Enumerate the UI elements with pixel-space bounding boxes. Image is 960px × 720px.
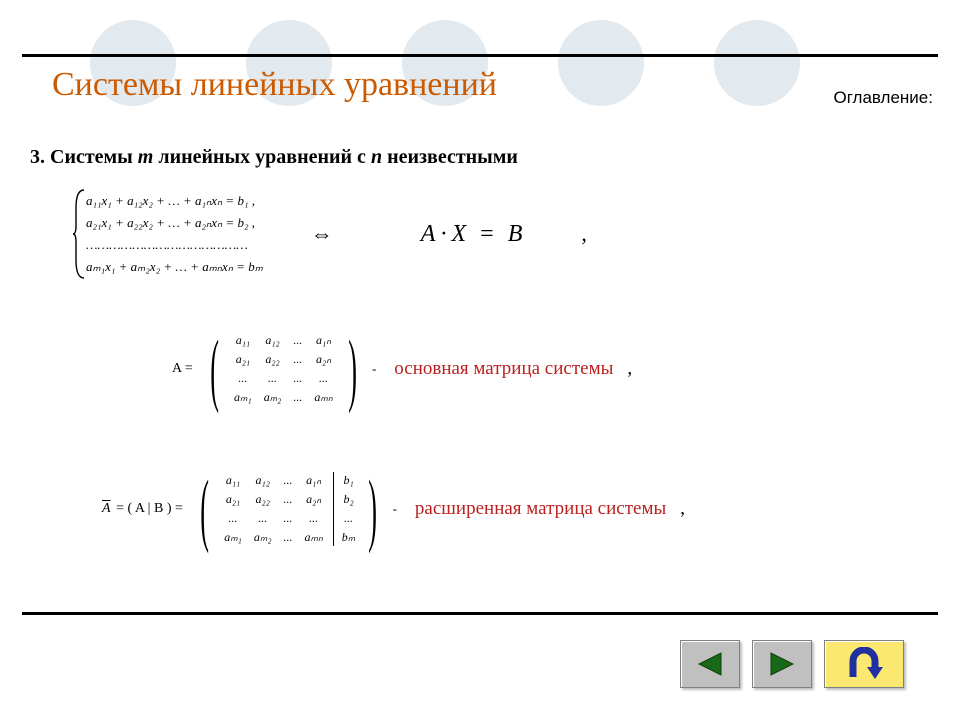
paren-right-icon: ) (369, 468, 378, 550)
matrix-A-body: ( a₁₁a₁₂...a₁ₙ a₂₁a₂₂...a₂ₙ ............… (201, 328, 366, 410)
section-var-n: n (371, 146, 382, 168)
matrix-equation: A·X = B (421, 221, 524, 248)
matrix-eq-equal: = (474, 221, 501, 247)
matrix-eq-X: X (451, 221, 467, 247)
prev-button[interactable] (680, 640, 740, 688)
equation-row-dots: …………………………………… (86, 234, 263, 256)
matrix-A-lhs: A = (172, 361, 193, 377)
augmented-matrix-comma: , (680, 498, 685, 520)
system-of-equations: a₁₁x₁ + a₁₂x₂ + … + a₁ₙxₙ = b₁ , a₂₁x₁ +… (72, 188, 263, 280)
matrix-eq-A: A (421, 221, 437, 247)
triangle-left-icon (695, 651, 725, 677)
navigation-buttons (680, 640, 904, 688)
matrix-Aext-bcol: b₁ b₂ ... bₘ (338, 471, 359, 547)
left-brace-icon (72, 188, 86, 280)
iff-symbol: ⇔ (311, 221, 333, 247)
paren-right-icon: ) (348, 328, 357, 410)
matrix-Aext-body: ( a₁₁a₁₂...a₁ₙ a₂₁a₂₂...a₂ₙ ............… (191, 468, 387, 550)
slide-title: Системы линейных уравнений (52, 66, 497, 104)
equation-row-2: a₂₁x₁ + a₂₂x₂ + … + a₂ₙxₙ = b₂ , (86, 212, 263, 234)
matrix-A-grid: a₁₁a₁₂...a₁ₙ a₂₁a₂₂...a₂ₙ ............ a… (228, 331, 339, 407)
augment-divider (333, 472, 334, 546)
slide-body: Системы линейных уравнений Оглавление: 3… (22, 8, 938, 608)
main-matrix-desc: основная матрица системы (394, 358, 613, 380)
dash: - (372, 361, 376, 377)
toc-link[interactable]: Оглавление: (833, 88, 933, 108)
next-button[interactable] (752, 640, 812, 688)
system-and-equation: a₁₁x₁ + a₁₂x₂ + … + a₁ₙxₙ = b₁ , a₂₁x₁ +… (72, 188, 587, 280)
section-pre: Системы (50, 146, 138, 168)
paren-left-icon: ( (200, 468, 209, 550)
return-button[interactable] (824, 640, 904, 688)
matrix-eq-dot: · (436, 221, 451, 247)
main-matrix-comma: , (627, 358, 632, 380)
paren-left-icon: ( (210, 328, 219, 410)
dash: - (393, 501, 397, 517)
u-turn-icon (839, 647, 889, 681)
augmented-matrix-definition: A = ( A | B ) = ( a₁₁a₁₂...a₁ₙ a₂₁a₂₂...… (102, 468, 685, 550)
matrix-eq-B: B (508, 221, 524, 247)
rule-bottom (22, 612, 938, 615)
rule-top (22, 54, 938, 57)
matrix-Aext-grid: a₁₁a₁₂...a₁ₙ a₂₁a₂₂...a₂ₙ ............ a… (218, 471, 329, 547)
matrix-eq-comma: , (581, 221, 587, 247)
section-var-m: m (138, 146, 154, 168)
section-mid: линейных уравнений с (153, 146, 371, 168)
triangle-right-icon (767, 651, 797, 677)
matrix-Aext-lhs: A = ( A | B ) = (102, 501, 183, 517)
Aext-lhs-rest: = ( A | B ) = (113, 501, 183, 516)
section-post: неизвестными (382, 146, 518, 168)
equation-row-m: aₘ₁x₁ + aₘ₂x₂ + … + aₘₙxₙ = bₘ (86, 256, 263, 278)
main-matrix-definition: A = ( a₁₁a₁₂...a₁ₙ a₂₁a₂₂...a₂ₙ ........… (172, 328, 632, 410)
section-number: 3. (30, 146, 45, 168)
A-bar: A (102, 501, 111, 517)
equation-row-1: a₁₁x₁ + a₁₂x₂ + … + a₁ₙxₙ = b₁ , (86, 190, 263, 212)
section-heading: 3. Системы m линейных уравнений с n неиз… (30, 146, 518, 169)
augmented-matrix-desc: расширенная матрица системы (415, 498, 666, 520)
